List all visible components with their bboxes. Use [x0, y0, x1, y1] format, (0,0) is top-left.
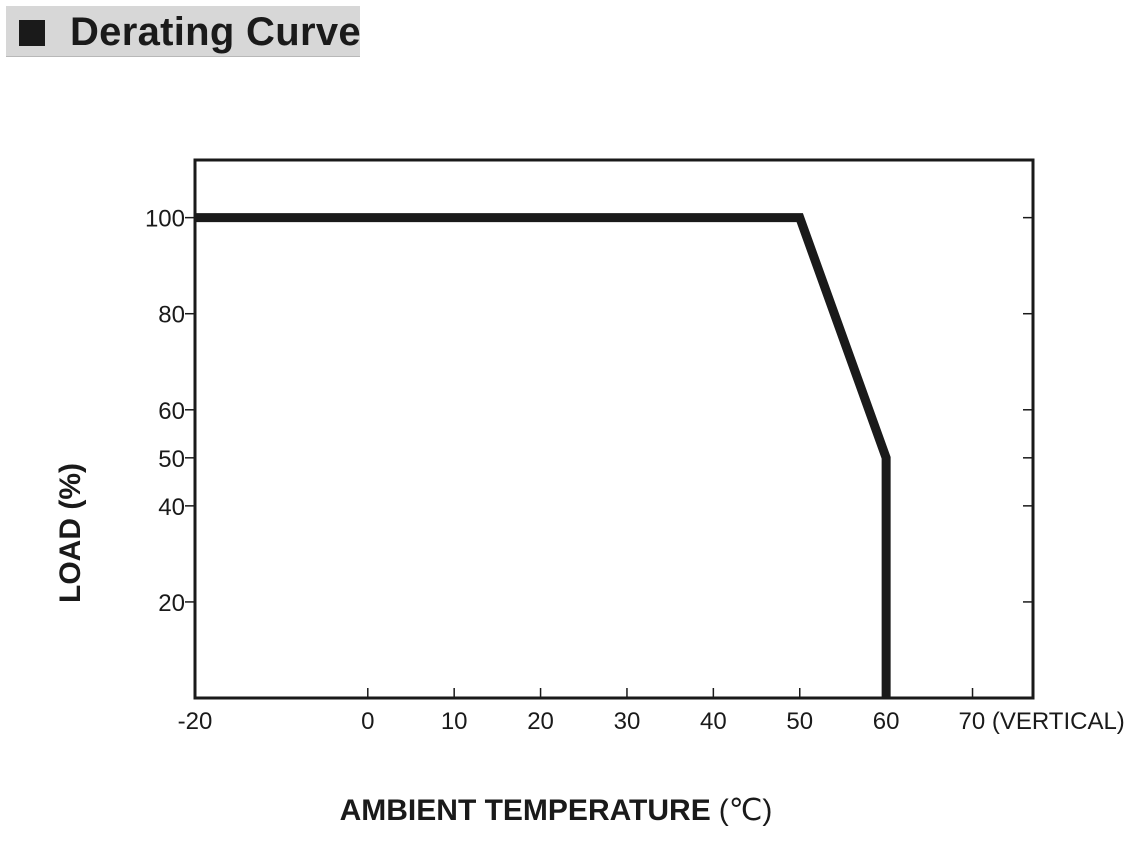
y-tick-label: 50	[158, 446, 185, 473]
x-tick-label: 0	[361, 708, 374, 735]
x-tick-label: 10	[441, 708, 468, 735]
derating-curve-line	[195, 213, 891, 698]
section-title: Derating Curve	[70, 10, 361, 54]
x-axis-title-unit: (℃)	[719, 794, 773, 827]
x-tick-label: 60	[873, 708, 900, 735]
y-tick-label: 60	[158, 398, 185, 425]
section-header: Derating Curve	[6, 6, 361, 57]
x-tick-label: 20	[527, 708, 554, 735]
x-tick-label: -20	[178, 708, 213, 735]
y-tick-label: 20	[158, 590, 185, 617]
y-axis-title: LOAD (%)	[54, 463, 87, 603]
x-tick-label: 70 (VERTICAL)	[959, 708, 1125, 735]
x-tick-label: 30	[614, 708, 641, 735]
header-square-bullet	[19, 20, 45, 46]
x-axis-title-text: AMBIENT TEMPERATURE	[340, 794, 711, 827]
x-tick-label: 40	[700, 708, 727, 735]
x-axis-title: AMBIENT TEMPERATURE (℃)	[340, 794, 773, 827]
y-tick-label: 40	[158, 494, 185, 521]
y-tick-label: 80	[158, 302, 185, 329]
y-tick-label: 100	[145, 206, 185, 233]
plot-frame	[193, 158, 1035, 700]
x-tick-label: 50	[786, 708, 813, 735]
